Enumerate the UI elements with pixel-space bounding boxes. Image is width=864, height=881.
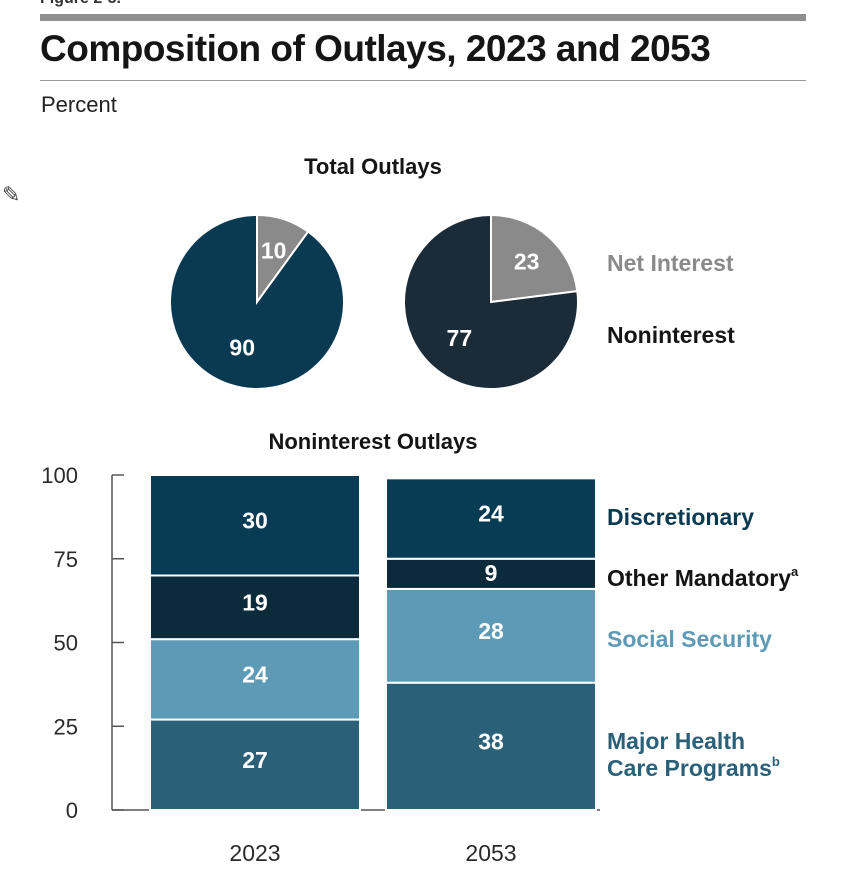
figure-label: Figure 2-5. [40,0,121,8]
legend-major-health-line1: Major Health [607,728,745,754]
bar-2023-major-health-care-programs [149,718,361,811]
legend-other-mandatory: Other Mandatorya [607,564,799,591]
legend-noninterest: Noninterest [607,322,735,348]
bar-2023-other-mandatory [149,574,361,641]
pie-2053-label-net-interest: 23 [514,249,540,275]
title-rule [40,80,806,81]
bar-section-title: Noninterest Outlays [268,429,477,454]
legend-major-health-line2: Care Programsb [607,754,780,781]
bar-2053-discretionary [385,477,597,560]
x-axis: 2023 2053 [229,840,516,866]
y-tick-label-25: 25 [54,714,78,739]
legend-other-mandatory-text: Other Mandatory [607,565,791,591]
y-tick-label-75: 75 [54,547,78,572]
pie-2053-slice-noninterest [403,213,579,390]
bar-label-2023-social-security: 24 [242,661,268,687]
pie-2053-slice-net-interest [490,213,579,304]
bar-label-2023-discretionary: 30 [242,507,268,533]
legend-net-interest: Net Interest [607,250,734,276]
bar-group: 27 24 19 30 38 28 9 24 [149,474,597,812]
bar-label-2053-discretionary: 24 [478,501,504,527]
bar-2053-major-health-care-programs [385,681,597,812]
pie-group: 10 90 23 77 [169,213,579,390]
legend-major-health-footnote: b [772,754,780,769]
bar-label-2023-major-health-care-programs: 27 [242,747,268,773]
pie-2023-slice-noninterest [169,213,345,390]
y-tick-label-50: 50 [54,631,78,656]
pie-2053-label-noninterest: 77 [447,325,473,351]
bar-label-2053-social-security: 28 [478,618,504,644]
top-rule [40,14,806,21]
bar-2053-other-mandatory [385,557,597,590]
legend-discretionary: Discretionary [607,504,754,530]
units-label: Percent [41,92,117,117]
pie-2023-label-net-interest: 10 [261,238,287,264]
bar-2023-social-security [149,638,361,721]
y-tick-label-100: 100 [41,463,78,488]
bar-2053-social-security [385,587,597,684]
legend-major-health-line2-text: Care Programs [607,755,772,781]
legend-social-security: Social Security [607,626,772,652]
pie-2023-label-noninterest: 90 [229,335,255,361]
bar-label-2023-other-mandatory: 19 [242,589,268,615]
x-tick-label-2023: 2023 [229,840,280,866]
legend-other-mandatory-footnote: a [791,564,799,579]
pie-section-title: Total Outlays [304,154,442,179]
bar-2023-discretionary [149,474,361,577]
y-tick-label-0: 0 [66,798,78,823]
chart-title: Composition of Outlays, 2023 and 2053 [40,28,711,69]
bar-label-2053-other-mandatory: 9 [485,560,498,586]
pencil-icon[interactable]: ✎ [2,182,21,207]
bar-label-2053-major-health-care-programs: 38 [478,728,504,754]
x-tick-label-2053: 2053 [465,840,516,866]
